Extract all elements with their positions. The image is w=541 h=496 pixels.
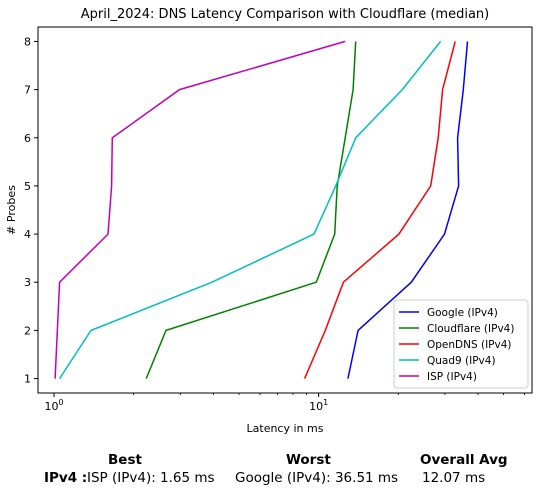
series-line xyxy=(347,41,469,379)
overall-avg-value: 12.07 ms xyxy=(422,470,486,486)
worst-header: Worst xyxy=(286,452,331,468)
y-tick-label: 4 xyxy=(24,228,31,241)
latency-chart: April_2024: DNS Latency Comparison with … xyxy=(5,7,533,435)
legend-label: Google (IPv4) xyxy=(427,307,498,319)
legend-label: OpenDNS (IPv4) xyxy=(427,339,512,351)
y-tick-label: 5 xyxy=(24,180,31,193)
summary-table: Best Worst Overall Avg IPv4 : ISP (IPv4)… xyxy=(0,448,541,496)
best-value: ISP (IPv4): 1.65 ms xyxy=(87,470,215,486)
x-tick-label: 100 xyxy=(44,398,63,413)
legend-label: ISP (IPv4) xyxy=(427,371,477,383)
ipv4-row-label: IPv4 : xyxy=(44,470,88,486)
plot-area-frame xyxy=(37,26,533,394)
y-tick-label: 7 xyxy=(24,84,31,97)
series-line xyxy=(303,41,456,379)
y-tick-label: 8 xyxy=(24,35,31,48)
best-header: Best xyxy=(108,452,142,468)
y-tick-label: 2 xyxy=(24,324,31,337)
y-tick-label: 1 xyxy=(24,373,31,386)
x-axis-label: Latency in ms xyxy=(247,422,324,435)
legend-box xyxy=(393,299,529,389)
y-tick-label: 3 xyxy=(24,276,31,289)
worst-value: Google (IPv4): 36.51 ms xyxy=(235,470,399,486)
series-line xyxy=(54,40,346,379)
legend-label: Quad9 (IPv4) xyxy=(427,355,496,367)
legend-label: Cloudflare (IPv4) xyxy=(427,323,514,335)
y-axis: 1 2 3 4 5 6 7 8 xyxy=(24,35,38,386)
legend: Google (IPv4) Cloudflare (IPv4) OpenDNS (I… xyxy=(393,299,529,389)
y-tick-label: 6 xyxy=(24,132,31,145)
x-axis: 100 101 xyxy=(44,393,525,413)
series-line xyxy=(145,41,357,379)
series-line xyxy=(58,40,442,380)
y-axis-label: # Probes xyxy=(5,185,18,235)
overall-avg-header: Overall Avg xyxy=(420,452,508,468)
series-lines xyxy=(54,40,469,380)
x-tick-label: 101 xyxy=(309,398,328,413)
chart-title: April_2024: DNS Latency Comparison with … xyxy=(81,7,489,22)
